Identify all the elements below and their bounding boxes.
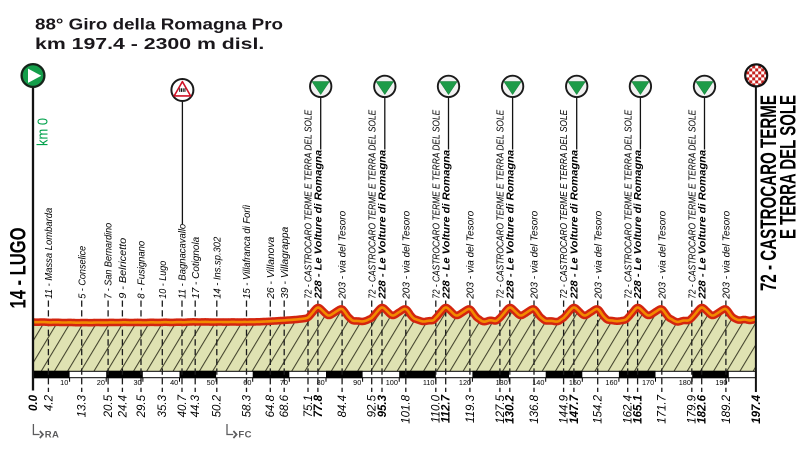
- svg-text:136.8: 136.8: [529, 394, 541, 423]
- svg-text:39 - Villagrappa: 39 - Villagrappa: [279, 227, 291, 299]
- svg-text:180: 180: [679, 378, 691, 387]
- svg-text:30: 30: [133, 378, 141, 387]
- svg-text:101.8: 101.8: [401, 394, 413, 423]
- svg-text:84.4: 84.4: [337, 395, 349, 417]
- svg-text:FC: FC: [238, 430, 251, 441]
- svg-text:4.2: 4.2: [43, 394, 55, 411]
- svg-text:130: 130: [496, 378, 508, 387]
- svg-text:10: 10: [60, 378, 68, 387]
- svg-text:228 - Le Volture di Romagna: 228 - Le Volture di Romagna: [569, 150, 581, 300]
- svg-text:24.4: 24.4: [117, 395, 129, 418]
- svg-text:RA: RA: [45, 430, 60, 441]
- svg-text:26 - Villanova: 26 - Villanova: [265, 237, 277, 300]
- svg-text:197.4: 197.4: [751, 394, 763, 423]
- svg-text:228 - Le Volture di Romagna: 228 - Le Volture di Romagna: [377, 150, 389, 300]
- svg-text:72 - CASTROCARO TERME E TERRA: 72 - CASTROCARO TERME E TERRA DEL SOLE: [366, 109, 378, 299]
- svg-text:203 - via del Tesoro: 203 - via del Tesoro: [400, 211, 412, 300]
- svg-text:20.5: 20.5: [103, 394, 115, 418]
- svg-text:E TERRA DEL SOLE: E TERRA DEL SOLE: [776, 95, 800, 239]
- svg-text:km 197.4 - 2300 m disl.: km 197.4 - 2300 m disl.: [35, 35, 264, 53]
- svg-text:144.9: 144.9: [559, 394, 571, 423]
- svg-text:9 - Belricetto: 9 - Belricetto: [117, 238, 129, 299]
- svg-text:72 - CASTROCARO TERME E TERRA: 72 - CASTROCARO TERME E TERRA DEL SOLE: [622, 109, 634, 299]
- svg-text:15 - Villafranca di Forlì: 15 - Villafranca di Forlì: [241, 205, 253, 299]
- svg-text:72 - CASTROCARO TERME E TERRA: 72 - CASTROCARO TERME E TERRA DEL SOLE: [686, 109, 698, 299]
- svg-text:14 - LUGO: 14 - LUGO: [6, 228, 31, 309]
- svg-text:228 - Le Volture di Romagna: 228 - Le Volture di Romagna: [696, 150, 708, 300]
- svg-text:171.7: 171.7: [657, 394, 669, 423]
- svg-text:80: 80: [317, 378, 325, 387]
- svg-text:228 - Le Volture di Romagna: 228 - Le Volture di Romagna: [632, 150, 644, 300]
- svg-text:44.3: 44.3: [190, 394, 202, 417]
- svg-text:5 - Conselice: 5 - Conselice: [76, 246, 88, 299]
- svg-text:8 - Fusignano: 8 - Fusignano: [136, 241, 148, 299]
- svg-text:165.1: 165.1: [633, 395, 645, 424]
- svg-text:110: 110: [423, 378, 435, 387]
- svg-text:29.5: 29.5: [136, 394, 148, 418]
- svg-text:100: 100: [386, 378, 398, 387]
- svg-text:179.9: 179.9: [687, 394, 699, 423]
- svg-text:203 - via del Tesoro: 203 - via del Tesoro: [721, 211, 733, 300]
- svg-text:190: 190: [715, 378, 727, 387]
- svg-text:110.0: 110.0: [431, 394, 443, 423]
- svg-text:72 - CASTROCARO TERME E TERRA: 72 - CASTROCARO TERME E TERRA DEL SOLE: [558, 109, 570, 299]
- svg-text:140: 140: [532, 378, 544, 387]
- svg-text:228 - Le Volture di Romagna: 228 - Le Volture di Romagna: [504, 150, 516, 300]
- svg-text:160: 160: [605, 378, 617, 387]
- svg-text:17 - Cotignola: 17 - Cotignola: [190, 237, 202, 299]
- svg-text:50: 50: [207, 378, 215, 387]
- svg-text:75.1: 75.1: [303, 395, 315, 417]
- svg-text:189.2: 189.2: [721, 394, 733, 423]
- svg-text:203 - via del Tesoro: 203 - via del Tesoro: [656, 211, 668, 300]
- svg-text:64.8: 64.8: [265, 394, 277, 417]
- svg-text:58.3: 58.3: [241, 394, 253, 417]
- svg-text:10 - Lugo: 10 - Lugo: [157, 261, 169, 299]
- svg-text:90: 90: [353, 378, 361, 387]
- svg-text:72 - CASTROCARO TERME E TERRA: 72 - CASTROCARO TERME E TERRA DEL SOLE: [495, 109, 507, 299]
- svg-text:203 - via del Tesoro: 203 - via del Tesoro: [592, 211, 604, 300]
- svg-text:203 - via del Tesoro: 203 - via del Tesoro: [529, 211, 541, 300]
- svg-text:92.5: 92.5: [367, 394, 379, 417]
- svg-text:11 - Massa Lombarda: 11 - Massa Lombarda: [43, 208, 55, 299]
- svg-text:203 - via del Tesoro: 203 - via del Tesoro: [465, 211, 477, 300]
- svg-text:14 - Ins.sp.302: 14 - Ins.sp.302: [211, 237, 223, 299]
- svg-text:7 - San Bernardino: 7 - San Bernardino: [103, 223, 115, 299]
- svg-text:72 - CASTROCARO TERME E TERRA: 72 - CASTROCARO TERME E TERRA DEL SOLE: [303, 109, 315, 299]
- svg-text:40: 40: [170, 378, 178, 387]
- svg-text:162.4: 162.4: [623, 395, 635, 424]
- svg-text:228 - Le Volture di Romagna: 228 - Le Volture di Romagna: [440, 150, 452, 300]
- svg-text:112.7: 112.7: [441, 394, 453, 423]
- svg-text:40.7: 40.7: [177, 394, 189, 417]
- svg-text:50.2: 50.2: [212, 394, 224, 417]
- svg-text:203 - via del Tesoro: 203 - via del Tesoro: [337, 211, 349, 300]
- svg-text:77.8: 77.8: [313, 394, 325, 417]
- svg-text:170: 170: [642, 378, 654, 387]
- svg-text:11 - Bagnacavallo: 11 - Bagnacavallo: [177, 224, 189, 299]
- svg-text:km 0: km 0: [36, 118, 52, 146]
- svg-text:20: 20: [97, 378, 105, 387]
- svg-text:130.2: 130.2: [505, 394, 517, 423]
- svg-text:95.3: 95.3: [377, 394, 389, 417]
- svg-text:182.6: 182.6: [697, 394, 709, 423]
- svg-text:72 - CASTROCARO TERME: 72 - CASTROCARO TERME: [756, 95, 781, 291]
- svg-text:228 - Le Volture di Romagna: 228 - Le Volture di Romagna: [313, 150, 325, 300]
- svg-text:72 - CASTROCARO TERME E TERRA: 72 - CASTROCARO TERME E TERRA DEL SOLE: [430, 109, 442, 299]
- svg-text:88° Giro della Romagna Pro: 88° Giro della Romagna Pro: [35, 15, 283, 33]
- svg-text:119.3: 119.3: [465, 394, 477, 423]
- svg-text:68.6: 68.6: [279, 394, 291, 417]
- svg-text:60: 60: [243, 378, 251, 387]
- svg-text:154.2: 154.2: [593, 394, 605, 423]
- svg-text:150: 150: [569, 378, 581, 387]
- svg-text:0.0: 0.0: [28, 394, 40, 411]
- svg-text:147.7: 147.7: [569, 394, 581, 423]
- svg-text:120: 120: [459, 378, 471, 387]
- svg-text:127.5: 127.5: [495, 394, 507, 423]
- svg-text:35.3: 35.3: [157, 394, 169, 417]
- svg-text:13.3: 13.3: [77, 394, 89, 417]
